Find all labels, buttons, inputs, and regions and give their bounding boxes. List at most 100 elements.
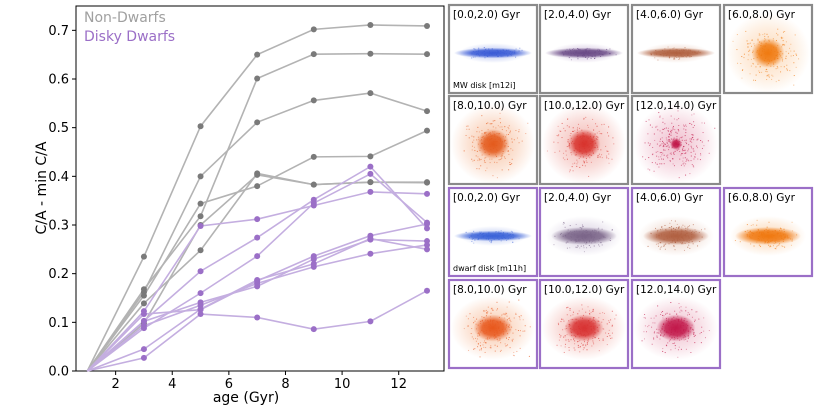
non-dwarfs-series-line [86, 52, 428, 372]
y-tick-label: 0.4 [48, 170, 69, 185]
galaxy-panel: [12.0,14.0) Gyr [630, 94, 722, 186]
panel-age-label: [0.0,2.0) Gyr [453, 9, 521, 21]
disky-dwarfs-data-point [424, 190, 431, 197]
galaxy-core [656, 314, 696, 342]
disky-dwarfs-data-point [424, 225, 431, 232]
non-dwarfs-data-point [254, 171, 261, 178]
galaxy-panel: [0.0,2.0) Gyr MW disk [m12i] [447, 3, 539, 95]
disky-dwarfs-data-point [367, 318, 374, 325]
panel-age-label: [12.0,14.0) Gyr [636, 100, 717, 112]
galaxy-panel: [4.0,6.0) Gyr [630, 186, 722, 278]
galaxy-core [637, 47, 715, 59]
panel-age-label: [10.0,12.0) Gyr [544, 100, 625, 112]
disky-dwarfs-data-point [367, 163, 374, 170]
panel-age-label: [4.0,6.0) Gyr [636, 9, 704, 21]
galaxy-panel: [6.0,8.0) Gyr [722, 186, 814, 278]
disky-dwarfs-data-point [367, 250, 374, 257]
panel-age-label: [8.0,10.0) Gyr [453, 284, 527, 296]
disky-dwarfs-data-point [140, 322, 147, 329]
galaxy-panel: [6.0,8.0) Gyr [722, 3, 814, 95]
panel-age-label: [12.0,14.0) Gyr [636, 284, 717, 296]
non-dwarfs-data-point [424, 22, 431, 29]
non-dwarfs-data-point [140, 300, 147, 307]
galaxy-core [476, 129, 510, 159]
x-tick-label: 8 [281, 377, 289, 392]
disky-dwarfs-data-point [197, 222, 204, 229]
y-tick-label: 0.3 [48, 219, 69, 234]
plot-frame [75, 5, 445, 372]
galaxy-core [670, 138, 682, 150]
y-tick-label: 0.7 [48, 24, 69, 39]
galaxy-panel: [12.0,14.0) Gyr [630, 278, 722, 370]
galaxy-panel: [4.0,6.0) Gyr [630, 3, 722, 95]
non-dwarfs-data-point [424, 51, 431, 58]
non-dwarfs-data-point [140, 292, 147, 299]
non-dwarfs-data-point [254, 75, 261, 82]
disky-dwarfs-data-point [254, 314, 261, 321]
galaxy-core [551, 227, 617, 245]
x-tick-label: 4 [168, 377, 176, 392]
galaxy-panel: [10.0,12.0) Gyr [538, 278, 630, 370]
panel-galaxy-note: dwarf disk [m11h] [453, 264, 526, 273]
galaxy-panel: [0.0,2.0) Gyr dwarf disk [m11h] [447, 186, 539, 278]
plot-markers [140, 21, 431, 361]
galaxy-core [564, 314, 604, 342]
galaxy-panel: [8.0,10.0) Gyr [447, 94, 539, 186]
panel-age-label: [8.0,10.0) Gyr [453, 100, 527, 112]
disky-dwarfs-data-point [197, 311, 204, 318]
legend-non-dwarfs: Non-Dwarfs [84, 10, 166, 26]
non-dwarfs-data-point [197, 200, 204, 207]
non-dwarfs-data-point [140, 253, 147, 260]
non-dwarfs-data-point [367, 90, 374, 97]
disky-dwarfs-data-point [367, 235, 374, 242]
y-tick-label: 0.6 [48, 73, 69, 88]
galaxy-core [567, 129, 601, 159]
disky-dwarfs-data-point [140, 318, 147, 325]
disky-dwarfs-data-point [424, 246, 431, 253]
non-dwarfs-data-point [367, 50, 374, 57]
galaxy-core [751, 38, 785, 68]
galaxy-panel: [10.0,12.0) Gyr [538, 94, 630, 186]
line-plot: 2 4 6 8 10 12 0.0 0.1 0.2 0.3 0.4 0.5 0.6 0.7 age (G… [34, 5, 445, 406]
disky-dwarfs-data-point [254, 216, 261, 223]
galaxy-core [454, 230, 532, 242]
x-tick-label: 2 [111, 377, 119, 392]
y-tick-label: 0.2 [48, 267, 69, 282]
disky-dwarfs-data-point [140, 346, 147, 353]
image-grid: [0.0,2.0) Gyr MW disk [m12i] [2.0,4.0) Gyr… [447, 3, 814, 370]
disky-dwarfs-data-point [310, 260, 317, 267]
legend-disky-dwarfs: Disky Dwarfs [84, 29, 175, 45]
disky-dwarfs-data-point [254, 234, 261, 241]
galaxy-panel: [2.0,4.0) Gyr [538, 186, 630, 278]
disky-dwarfs-data-point [140, 354, 147, 361]
non-dwarfs-data-point [254, 183, 261, 190]
disky-dwarfs-data-point [254, 253, 261, 260]
disky-dwarfs-data-point [310, 200, 317, 207]
disky-dwarfs-data-point [197, 306, 204, 313]
disky-dwarfs-data-point [424, 241, 431, 248]
disky-dwarfs-data-point [367, 188, 374, 195]
panel-age-label: [10.0,12.0) Gyr [544, 284, 625, 296]
disky-dwarfs-data-point [424, 287, 431, 294]
galaxy-core [735, 227, 801, 245]
non-dwarfs-series-line [86, 129, 428, 372]
non-dwarfs-data-point [310, 97, 317, 104]
non-dwarfs-data-point [367, 179, 374, 186]
panel-age-label: [6.0,8.0) Gyr [728, 192, 796, 204]
non-dwarfs-data-point [197, 173, 204, 180]
galaxy-core [545, 47, 623, 59]
disky-dwarfs-data-point [140, 311, 147, 318]
non-dwarfs-data-point [254, 119, 261, 126]
disky-dwarfs-data-point [367, 170, 374, 177]
x-tick-label: 6 [225, 377, 233, 392]
disky-dwarfs-data-point [197, 268, 204, 275]
non-dwarfs-data-point [424, 127, 431, 134]
disky-dwarfs-data-point [197, 290, 204, 297]
galaxy-panel: [2.0,4.0) Gyr [538, 3, 630, 95]
panel-age-label: [2.0,4.0) Gyr [544, 192, 612, 204]
non-dwarfs-data-point [197, 213, 204, 220]
non-dwarfs-data-point [367, 21, 374, 28]
x-tick-label: 12 [390, 377, 407, 392]
x-axis-label: age (Gyr) [213, 390, 279, 406]
